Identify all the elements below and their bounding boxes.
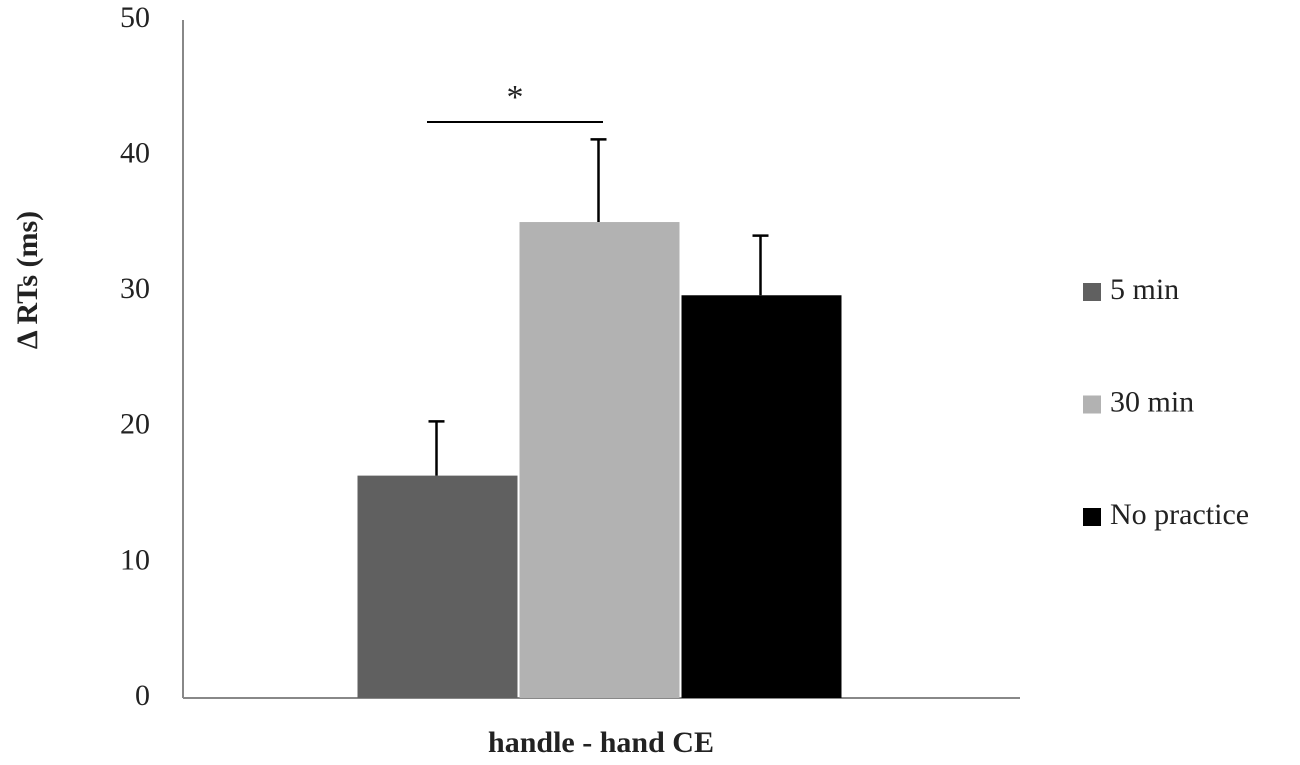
bar (681, 295, 842, 698)
y-tick-label: 40 (120, 136, 150, 169)
legend-label: No practice (1110, 498, 1249, 531)
significance-mark: * (507, 79, 524, 116)
legend-label: 30 min (1110, 385, 1194, 418)
legend-label: 5 min (1110, 273, 1179, 306)
y-tick-label: 50 (120, 1, 150, 34)
y-axis-label: Δ RTs (ms) (11, 211, 44, 349)
y-tick-label: 30 (120, 272, 150, 305)
legend-swatch (1083, 283, 1101, 301)
y-tick-label: 10 (120, 543, 150, 576)
error-bar (590, 138, 607, 223)
error-bar (752, 234, 769, 296)
legend-swatch (1083, 395, 1101, 414)
y-tick-label: 20 (120, 408, 150, 441)
bar (519, 222, 680, 698)
legend-swatch (1083, 508, 1101, 526)
x-axis-label: handle - hand CE (488, 726, 714, 759)
error-bar (428, 420, 445, 476)
y-tick-label: 0 (135, 679, 150, 712)
bar (357, 475, 518, 698)
